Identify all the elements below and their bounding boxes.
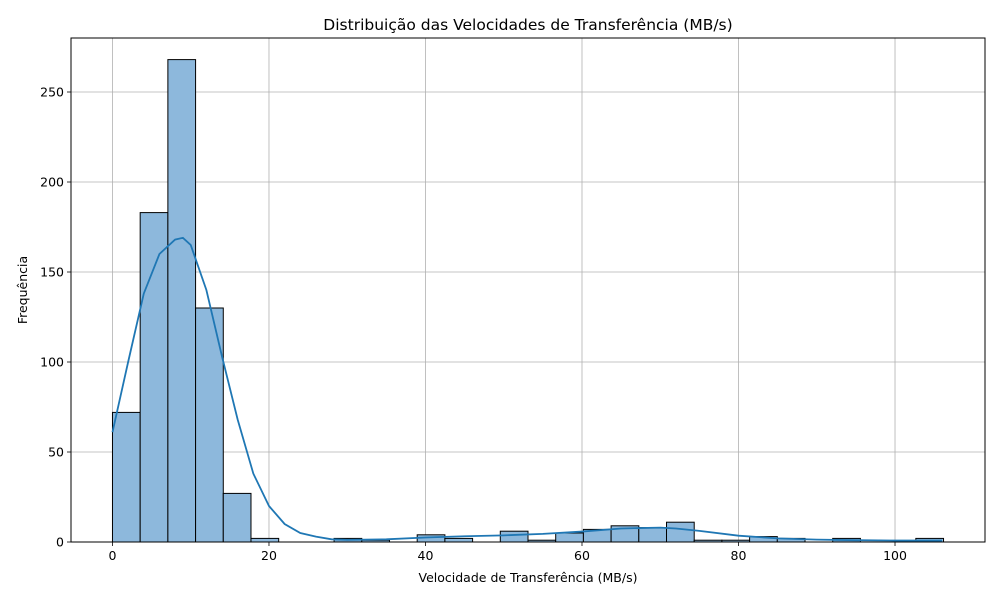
histogram-bar: [666, 521, 695, 543]
x-axis-title: Velocidade de Transferência (MB/s): [419, 570, 638, 585]
plot-frame: [70, 37, 986, 543]
x-tick-label: 40: [418, 548, 434, 563]
axis-ticks: 0 20 40 60 80 100 0 50 100 150 200 250: [40, 85, 907, 564]
y-tick-label: 200: [40, 175, 64, 190]
y-tick-label: 50: [48, 445, 64, 460]
histogram-bar: [222, 492, 252, 543]
x-tick-label: 80: [731, 548, 747, 563]
histogram-bar: [111, 411, 141, 543]
histogram-bar: [499, 530, 529, 543]
chart-title: Distribuição das Velocidades de Transfer…: [323, 16, 732, 34]
y-axis-title: Frequência: [15, 256, 30, 324]
histogram-bar: [444, 537, 474, 543]
histogram-bars: [111, 59, 945, 543]
x-tick-label: 0: [108, 548, 116, 563]
x-tick-label: 20: [261, 548, 277, 563]
kde-curve: [111, 236, 942, 542]
histogram-bar: [139, 212, 169, 543]
x-tick-label: 60: [574, 548, 590, 563]
y-tick-label: 250: [40, 85, 64, 100]
x-tick-label: 100: [883, 548, 907, 563]
histogram-bar: [638, 527, 668, 543]
histogram-bar: [555, 532, 584, 543]
histogram-bar: [195, 307, 224, 543]
y-tick-label: 150: [40, 265, 64, 280]
histogram-bar: [167, 59, 197, 543]
y-tick-label: 0: [56, 535, 64, 550]
histogram-bar: [250, 537, 280, 543]
y-tick-label: 100: [40, 355, 64, 370]
